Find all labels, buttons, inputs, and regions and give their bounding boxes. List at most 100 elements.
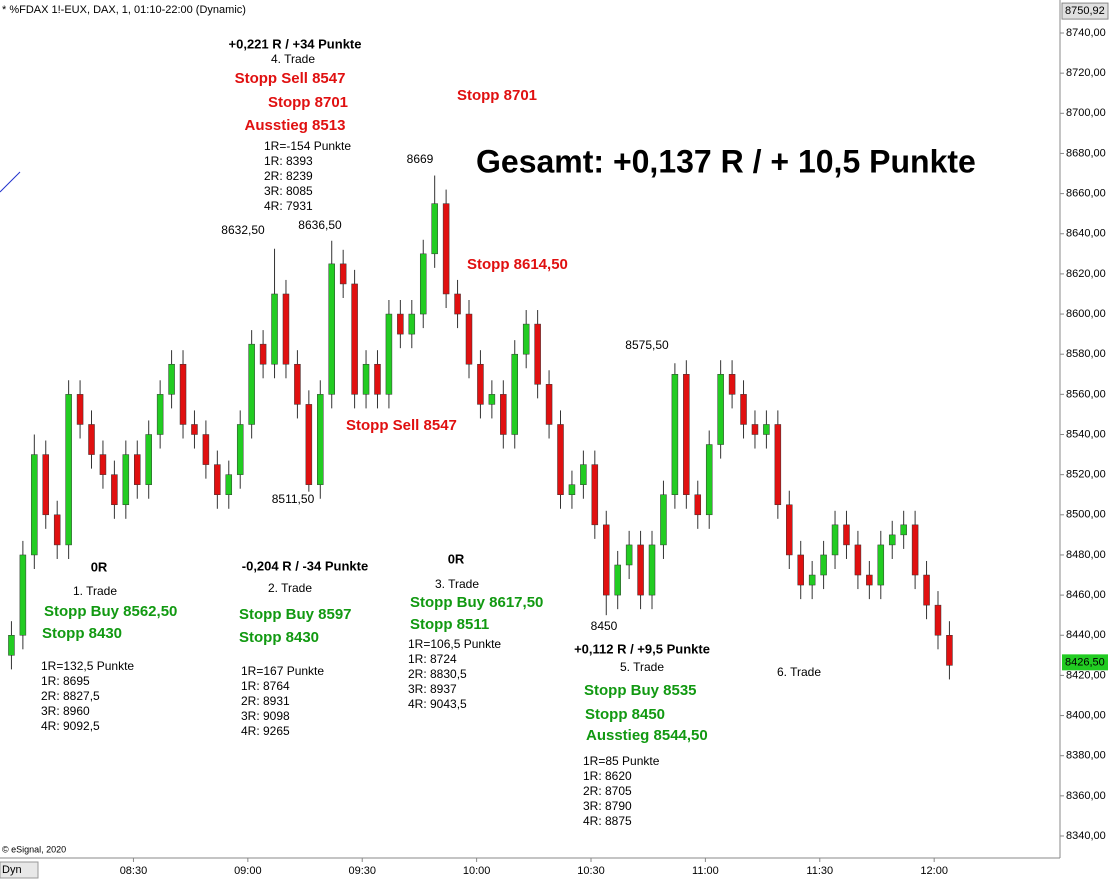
annotation: Stopp Buy 8535 [584,682,697,699]
candle-body [843,524,850,546]
candle-body [694,494,702,516]
candle-body [500,394,507,435]
candle-body [648,544,656,596]
candle-body [362,363,370,395]
y-tick-label: 8660,00 [1066,188,1106,200]
candle-body [339,263,347,285]
y-tick-label: 8520,00 [1066,469,1106,481]
candle-body [580,464,587,485]
annotation: 8450 [591,619,618,633]
candle-body [888,534,896,546]
mode-label: Dyn [2,864,22,876]
candle-body [31,454,38,556]
annotation: 5. Trade [620,660,664,674]
candle-body [294,363,301,405]
x-tick-label: 09:00 [234,865,262,877]
x-tick-label: 09:30 [348,865,376,877]
y-tick-label: 8500,00 [1066,509,1106,521]
annotation: Stopp 8430 [239,629,319,646]
candle-body [374,363,381,395]
candle-body [88,424,95,455]
annotation: 0R [448,551,465,566]
chart-title: * %FDAX 1!-EUX, DAX, 1, 01:10-22:00 (Dyn… [2,4,246,16]
y-tick-label: 8560,00 [1066,388,1106,400]
candle-body [625,544,633,566]
y-tick-label: 8740,00 [1066,27,1106,39]
last-price-label: 8426,50 [1065,656,1105,668]
candle-body [351,283,358,395]
candle-body [271,293,278,365]
annotation: 3R: 8960 [41,704,90,718]
x-tick-label: 10:00 [463,865,491,877]
candle-body [53,514,61,546]
annotation: Stopp 8701 [268,94,348,111]
annotation: 3R: 8937 [408,682,457,696]
annotation: 1R: 8724 [408,652,457,666]
annotation: Stopp 8430 [42,625,122,642]
annotation: 4R: 9092,5 [41,719,100,733]
candle-body [168,363,175,395]
candle-body [545,384,553,425]
candle-body [8,635,15,656]
candle-body [202,434,210,465]
annotation: Gesamt: +0,137 R / + 10,5 Punkte [476,143,976,179]
annotation: Ausstieg 8544,50 [586,727,708,744]
footer: © eSignal, 2020 [2,844,66,854]
top-price-box [1061,2,1109,20]
y-tick-label: 8420,00 [1066,669,1106,681]
candle-body [419,253,427,315]
candle-body [236,424,244,475]
y-tick-label: 8640,00 [1066,228,1106,240]
annotation: 2R: 8827,5 [41,689,100,703]
candle-body [820,554,827,576]
y-tick-label: 8400,00 [1066,709,1106,721]
candle-body [854,544,862,576]
candle-body [797,554,804,586]
annotation: 3R: 8790 [583,799,632,813]
annotation: 2. Trade [268,581,312,595]
annotation: Stopp Buy 8617,50 [410,594,543,611]
y-tick-label: 8440,00 [1066,629,1106,641]
annotation: Ausstieg 8513 [245,117,346,134]
candle-body [488,394,496,405]
y-tick-label: 8700,00 [1066,107,1106,119]
annotation: 4R: 7931 [264,199,313,213]
y-tick-label: 8460,00 [1066,589,1106,601]
candle-body [145,434,152,485]
annotation: 3. Trade [435,577,479,591]
candle-body [511,353,518,435]
candle-body [934,604,942,636]
candle-body [248,343,255,425]
candle-body [614,564,621,596]
annotation: 1R: 8695 [41,674,90,688]
candle-body [156,394,164,435]
y-tick-label: 8600,00 [1066,308,1106,320]
candle-body [671,374,679,495]
y-tick-label: 8380,00 [1066,750,1106,762]
mode-box[interactable] [0,861,39,879]
candle-body [259,343,267,365]
candle-body [705,444,713,516]
annotation: 2R: 8239 [264,169,313,183]
candle-body [900,524,907,536]
annotation: +0,221 R / +34 Punkte [229,36,362,51]
candle-body [179,363,187,425]
annotation: 8511,50 [272,492,315,506]
candle-body [831,524,839,556]
candle-body [477,363,484,405]
annotation: Stopp 8614,50 [467,256,568,273]
candle-body [728,374,736,395]
y-tick-label: 8540,00 [1066,428,1106,440]
candle-body [191,424,198,435]
annotation: 4. Trade [271,52,315,66]
candle-body [122,454,130,506]
candle-body [866,574,873,586]
y-tick-label: 8720,00 [1066,67,1106,79]
annotation: Stopp Buy 8562,50 [44,603,177,620]
candle-body [111,474,118,506]
candle-body [534,323,541,385]
candle-body [683,374,690,495]
candle-body [385,313,393,395]
